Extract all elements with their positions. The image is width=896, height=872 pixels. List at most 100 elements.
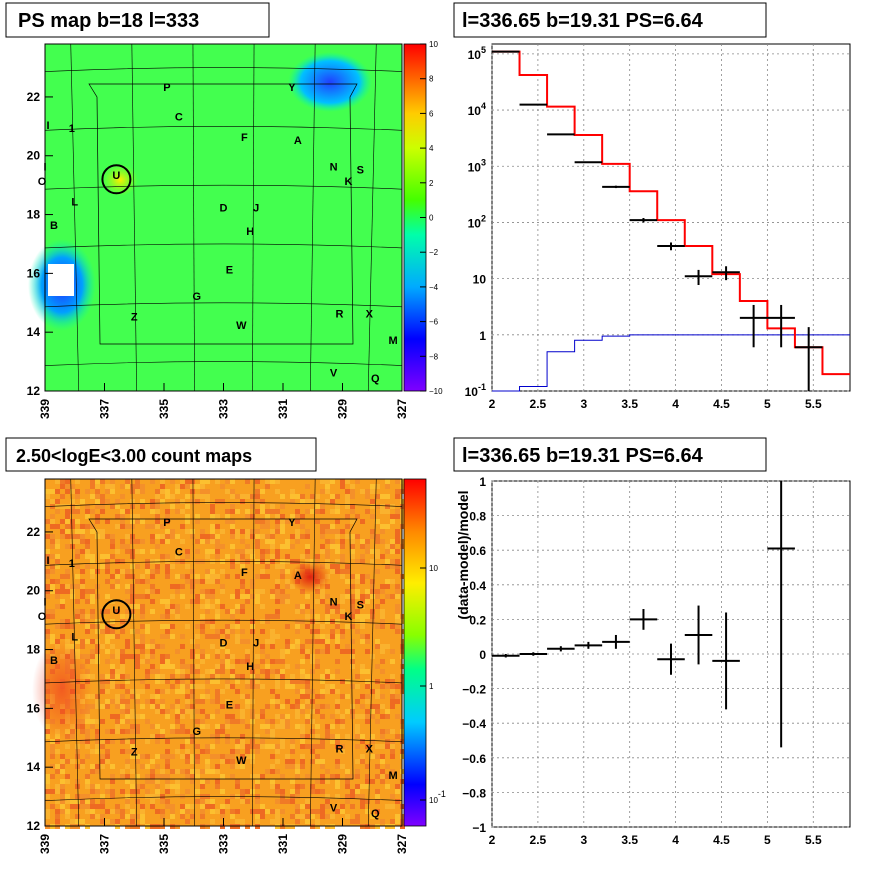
count-pixel [90, 809, 95, 814]
count-pixel [355, 789, 360, 794]
x-tick-label-331: 331 [276, 399, 290, 419]
grid-meridian-4 [310, 478, 316, 827]
count-pixel [180, 509, 185, 514]
count-pixel [135, 654, 140, 659]
count-pixel [180, 484, 185, 489]
count-pixel [390, 704, 395, 709]
count-pixel [150, 639, 155, 644]
count-pixel [345, 589, 350, 594]
count-pixel [150, 804, 155, 809]
count-pixel [385, 744, 390, 749]
source-label-s-8: S [357, 599, 364, 611]
count-pixel [250, 669, 255, 674]
count-pixel [320, 759, 325, 764]
count-pixel [55, 524, 60, 529]
count-pixel [150, 694, 155, 699]
count-pixel [150, 549, 155, 554]
count-pixel [50, 614, 55, 619]
count-pixel [390, 594, 395, 599]
cbar1-label-4: 2 [429, 179, 434, 188]
count-pixel [200, 784, 205, 789]
count-pixel [155, 544, 160, 549]
count-pixel [235, 534, 240, 539]
count-pixel [255, 714, 260, 719]
count-pixel [340, 484, 345, 489]
count-pixel [185, 684, 190, 689]
count-pixel [355, 774, 360, 779]
count-pixel [380, 509, 385, 514]
count-pixel [110, 534, 115, 539]
count-pixel [70, 624, 75, 629]
count-pixel [295, 534, 300, 539]
count-pixel [260, 669, 265, 674]
count-pixel [260, 814, 265, 819]
count-pixel [370, 584, 375, 589]
count-pixel [180, 659, 185, 664]
count-pixel [50, 744, 55, 749]
count-pixel [185, 484, 190, 489]
count-pixel [165, 779, 170, 784]
count-pixel [360, 574, 365, 579]
count-pixel [265, 534, 270, 539]
count-pixel [240, 674, 245, 679]
count-pixel [205, 694, 210, 699]
count-pixel [215, 579, 220, 584]
source-label-o-11: O [38, 176, 47, 188]
count-pixel [220, 724, 225, 729]
count-pixel [85, 734, 90, 739]
count-pixel [95, 804, 100, 809]
count-pixel [335, 534, 340, 539]
count-pixel [305, 509, 310, 514]
count-pixel [365, 779, 370, 784]
count-pixel [85, 619, 90, 624]
count-pixel [350, 574, 355, 579]
count-pixel [265, 574, 270, 579]
count-pixel [370, 814, 375, 819]
count-pixel [45, 584, 50, 589]
count-pixel [305, 694, 310, 699]
count-pixel [65, 479, 70, 484]
count-pixel [245, 649, 250, 654]
count-pixel [210, 539, 215, 544]
cbar2-label-2: 10-1 [429, 789, 446, 805]
count-pixel [265, 519, 270, 524]
count-pixel [350, 794, 355, 799]
count-pixel [145, 764, 150, 769]
count-pixel [140, 579, 145, 584]
count-pixel [175, 714, 180, 719]
count-pixel [285, 554, 290, 559]
count-pixel [120, 694, 125, 699]
count-pixel [290, 644, 295, 649]
count-pixel [285, 569, 290, 574]
count-pixel [210, 534, 215, 539]
count-pixel [190, 779, 195, 784]
count-pixel [205, 749, 210, 754]
count-pixel [375, 679, 380, 684]
count-pixel [190, 714, 195, 719]
count-pixel [210, 529, 215, 534]
grid-parallel-3 [44, 184, 403, 190]
count-pixel [280, 704, 285, 709]
count-pixel [190, 639, 195, 644]
count-pixel [370, 614, 375, 619]
count-pixel [225, 634, 230, 639]
count-pixel [335, 659, 340, 664]
count-pixel [165, 519, 170, 524]
count-pixel [335, 719, 340, 724]
residual-plot: 2 2.5 3 3.5 4 4.5 5 5.5−1−0.8−0.6−0.4−0.200.20.… [455, 475, 851, 847]
count-pixel [215, 514, 220, 519]
count-pixel [215, 554, 220, 559]
count-pixel [210, 644, 215, 649]
count-pixel [315, 694, 320, 699]
count-pixel [315, 559, 320, 564]
count-pixel [240, 714, 245, 719]
count-pixel [90, 764, 95, 769]
count-pixel [125, 764, 130, 769]
count-pixel [190, 484, 195, 489]
count-pixel [255, 819, 260, 824]
count-pixel [250, 629, 255, 634]
count-pixel [355, 684, 360, 689]
count-pixel [345, 499, 350, 504]
count-pixel [245, 799, 250, 804]
count-pixel [190, 754, 195, 759]
